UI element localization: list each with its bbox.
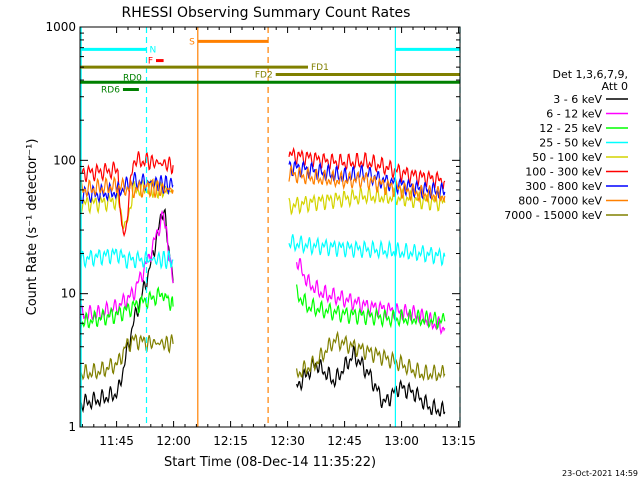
series-line-8-seg-2 <box>288 163 446 203</box>
series-line-9-seg-1 <box>79 333 174 381</box>
series-line-6-seg-1 <box>79 151 174 238</box>
series-line-3-seg-2 <box>296 284 446 331</box>
legend-label: 300 - 800 keV <box>525 180 602 193</box>
series-line-3-seg-1 <box>79 286 174 330</box>
flag-label-6: FD2 <box>255 71 273 81</box>
y-tick-label: 1 <box>68 420 76 434</box>
legend-label: 7000 - 15000 keV <box>504 209 602 222</box>
legend-label: 3 - 6 keV <box>553 93 602 106</box>
series-line-5-seg-2 <box>288 186 446 216</box>
legend-header: Det 1,3,6,7,9, <box>552 68 628 81</box>
legend-label: 25 - 50 keV <box>539 137 602 150</box>
x-tick-label: 12:30 <box>270 434 305 448</box>
flag-label-7: RD0 <box>123 73 142 83</box>
legend-label: 800 - 7000 keV <box>518 195 602 208</box>
x-tick-label: 13:15 <box>441 434 476 448</box>
flag-label-8: RD6 <box>101 85 120 95</box>
x-tick-label: 12:15 <box>213 434 248 448</box>
legend: Det 1,3,6,7,9,Att 03 - 6 keV 6 - 12 keV12… <box>504 68 628 222</box>
legend-header: Att 0 <box>602 80 628 93</box>
flag-label-5: FD1 <box>311 63 329 73</box>
x-tick-label: 13:00 <box>384 434 419 448</box>
y-tick-label: 1000 <box>45 20 76 34</box>
flag-label-1: N <box>150 45 157 55</box>
flag-label-4: F <box>148 57 153 67</box>
x-tick-label: 11:45 <box>99 434 134 448</box>
series-line-8-seg-1 <box>79 175 174 199</box>
series-line-4-seg-1 <box>79 247 174 270</box>
y-tick-label: 10 <box>61 287 76 301</box>
legend-label: 100 - 300 keV <box>525 166 602 179</box>
series-line-9-seg-2 <box>296 330 446 382</box>
legend-label: 12 - 25 keV <box>539 122 602 135</box>
x-axis-label: Start Time (08-Dec-14 11:35:22) <box>164 455 376 470</box>
plot-frame <box>79 26 461 428</box>
series-line-2-seg-2 <box>296 258 446 336</box>
x-tick-label: 12:45 <box>327 434 362 448</box>
legend-label: 50 - 100 keV <box>532 151 602 164</box>
x-axis: 11:45 12:00 12:15 12:30 12:45 13:00 13:15 <box>81 27 476 448</box>
flag-label-3: S <box>189 37 195 47</box>
y-axis-label: Count Rate (s⁻¹ detector⁻¹) <box>25 139 40 316</box>
y-tick-label: 100 <box>53 153 76 167</box>
y-axis: 1 10 100 1000 <box>45 20 460 434</box>
series-line-4-seg-2 <box>288 234 446 267</box>
footer-date: 23-Oct-2021 14:59 <box>562 469 638 478</box>
x-tick-label: 12:00 <box>156 434 191 448</box>
legend-label: 6 - 12 keV <box>546 108 602 121</box>
chart-title: RHESSI Observing Summary Count Rates <box>122 5 411 21</box>
series-line-1-seg-2 <box>296 344 446 417</box>
series-line-6-seg-2 <box>288 146 446 189</box>
series-line-7-seg-1 <box>79 172 174 204</box>
